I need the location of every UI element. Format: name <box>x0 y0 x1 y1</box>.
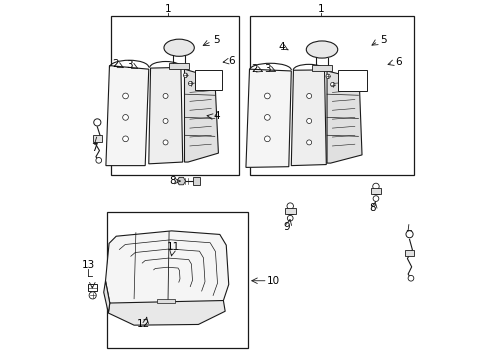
Text: 2: 2 <box>112 59 118 69</box>
Bar <box>337 70 366 91</box>
Text: 5: 5 <box>213 35 220 45</box>
Circle shape <box>325 74 329 78</box>
Polygon shape <box>148 67 183 164</box>
Bar <box>107 212 247 348</box>
Text: 4: 4 <box>277 42 284 52</box>
Polygon shape <box>291 70 325 166</box>
Text: 11: 11 <box>166 242 179 252</box>
Ellipse shape <box>163 39 194 56</box>
Text: 4: 4 <box>213 111 220 121</box>
Circle shape <box>330 82 334 87</box>
Text: 1: 1 <box>164 4 171 14</box>
Circle shape <box>89 292 96 299</box>
Bar <box>169 63 189 69</box>
Polygon shape <box>103 281 110 313</box>
Text: 2: 2 <box>251 64 257 73</box>
Bar <box>405 250 413 256</box>
Circle shape <box>163 94 168 99</box>
Circle shape <box>407 275 413 281</box>
Text: 12: 12 <box>137 319 150 329</box>
Polygon shape <box>108 301 224 325</box>
Circle shape <box>122 136 128 142</box>
Polygon shape <box>106 66 148 166</box>
Circle shape <box>163 118 168 123</box>
Circle shape <box>306 118 311 123</box>
Text: 8: 8 <box>169 176 175 186</box>
Polygon shape <box>177 177 185 185</box>
Text: 3: 3 <box>126 60 133 70</box>
Text: 6: 6 <box>228 57 235 66</box>
Circle shape <box>122 114 128 120</box>
Circle shape <box>287 215 292 221</box>
Bar <box>370 188 381 194</box>
Bar <box>311 64 331 71</box>
Circle shape <box>306 140 311 145</box>
Text: 1: 1 <box>317 4 324 14</box>
Circle shape <box>183 73 187 77</box>
Text: 7: 7 <box>404 230 410 240</box>
Circle shape <box>372 196 378 202</box>
Circle shape <box>306 94 311 99</box>
Polygon shape <box>245 69 291 167</box>
Circle shape <box>405 231 412 238</box>
Bar <box>110 16 239 175</box>
Text: 9: 9 <box>283 222 289 232</box>
Text: 3: 3 <box>264 64 270 73</box>
Circle shape <box>94 119 101 126</box>
Bar <box>93 135 102 141</box>
Text: 8: 8 <box>368 203 375 213</box>
Circle shape <box>264 93 270 99</box>
Bar <box>88 284 97 291</box>
Circle shape <box>264 114 270 120</box>
Bar <box>157 299 175 303</box>
Text: 7: 7 <box>91 143 98 153</box>
Circle shape <box>163 140 168 145</box>
Bar <box>285 207 295 214</box>
Bar <box>195 70 222 90</box>
Text: 10: 10 <box>266 276 280 286</box>
Text: 5: 5 <box>379 35 386 45</box>
Polygon shape <box>184 69 218 162</box>
Bar <box>192 177 200 185</box>
Circle shape <box>264 136 270 142</box>
Circle shape <box>122 93 128 99</box>
Polygon shape <box>105 231 228 316</box>
Circle shape <box>372 183 378 190</box>
Bar <box>249 16 413 175</box>
Polygon shape <box>326 71 361 163</box>
Circle shape <box>96 157 102 163</box>
Circle shape <box>188 81 192 86</box>
Ellipse shape <box>305 41 337 58</box>
Text: 6: 6 <box>394 57 401 67</box>
Text: 13: 13 <box>81 260 95 270</box>
Circle shape <box>286 203 293 209</box>
